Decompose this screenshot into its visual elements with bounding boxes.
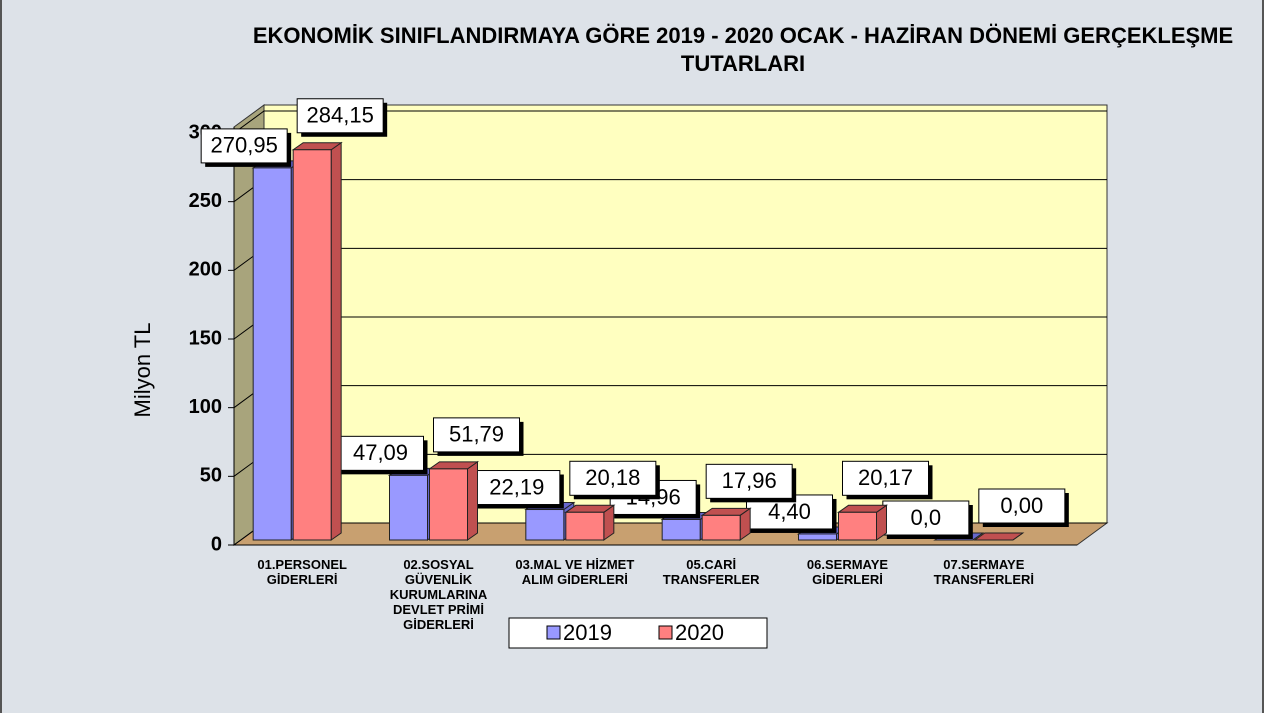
y-tick-label: 250	[189, 190, 222, 212]
bar	[973, 532, 1025, 541]
x-tick-label: 05.CARİ TRANSFERLER	[662, 557, 760, 587]
legend-label: 2020	[675, 620, 724, 645]
value-label: 0,0	[911, 505, 942, 530]
legend-swatch	[546, 625, 561, 640]
value-label: 4,40	[768, 499, 811, 524]
value-label-box	[200, 128, 288, 164]
x-tick-label: 06.SERMAYE GİDERLERİ	[806, 557, 889, 587]
bar	[564, 504, 616, 541]
y-tick-label: 50	[200, 465, 222, 487]
value-label-box	[337, 435, 424, 471]
bar	[700, 507, 752, 541]
bar	[427, 460, 480, 541]
bar-front	[798, 533, 837, 541]
value-label-box	[705, 463, 793, 499]
value-label-box	[842, 460, 929, 496]
value-label: 47,09	[353, 440, 408, 465]
bar-front	[565, 511, 605, 541]
bar-front	[838, 511, 877, 541]
value-label-box	[978, 488, 1066, 524]
y-tick-label: 0	[211, 533, 222, 555]
value-label: 284,15	[307, 103, 374, 128]
bar-front	[292, 149, 332, 541]
bar-top	[973, 532, 1025, 541]
value-label-box	[882, 500, 970, 536]
bar-front	[701, 514, 741, 541]
value-label-box	[569, 460, 657, 496]
value-label: 20,17	[858, 465, 913, 490]
legend-label: 2019	[563, 620, 612, 645]
bar-front	[389, 474, 428, 541]
y-tick-label: 150	[189, 327, 222, 349]
value-label: 51,79	[449, 422, 504, 447]
x-tick-label: 03.MAL VE HİZMET ALIM GİDERLERİ	[515, 557, 635, 587]
bar-front	[661, 518, 701, 541]
value-label: 17,96	[722, 468, 777, 493]
x-tick-label: 02.SOSYAL GÜVENLİK KURUMLARINA DEVLET PR…	[389, 557, 488, 632]
value-label: 22,19	[489, 474, 544, 499]
value-label-box	[433, 417, 520, 453]
y-tick-label: 100	[189, 396, 222, 418]
y-axis-label: Milyon TL	[130, 323, 155, 418]
bar-front	[252, 167, 292, 541]
value-label: 0,00	[1000, 493, 1043, 518]
bar-front	[525, 509, 565, 541]
x-tick-label: 07.SERMAYE TRANSFERLERİ	[933, 557, 1035, 587]
x-tick-label: 01.PERSONEL GİDERLERİ	[257, 557, 347, 587]
bar-side	[467, 460, 478, 541]
value-label: 20,18	[585, 465, 640, 490]
value-label-box	[473, 470, 561, 506]
value-label: 270,95	[211, 133, 278, 158]
bar-side	[330, 141, 342, 541]
legend-swatch	[658, 625, 673, 640]
bar	[291, 141, 343, 541]
chart-title: EKONOMİK SINIFLANDIRMAYA GÖRE 2019 - 202…	[252, 23, 1234, 76]
bar-front	[429, 468, 468, 541]
bar	[836, 504, 889, 541]
y-tick-label: 200	[189, 259, 222, 281]
value-label-box	[296, 98, 384, 134]
grid-line	[233, 110, 1107, 134]
